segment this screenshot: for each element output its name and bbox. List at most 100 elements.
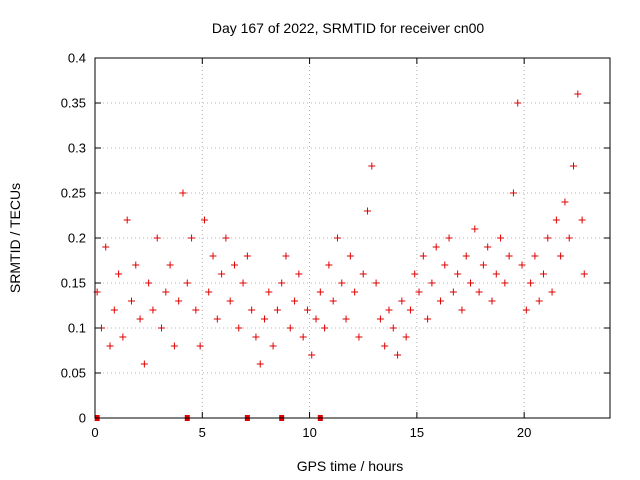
data-point bbox=[106, 342, 114, 350]
data-point bbox=[372, 279, 380, 287]
data-point bbox=[213, 315, 221, 323]
x-tick-label: 0 bbox=[91, 425, 98, 440]
data-point bbox=[149, 306, 157, 314]
data-point bbox=[574, 90, 582, 98]
data-point bbox=[419, 252, 427, 260]
data-point bbox=[235, 324, 243, 332]
data-point bbox=[119, 333, 127, 341]
x-tick-label: 10 bbox=[302, 425, 316, 440]
data-point bbox=[578, 216, 586, 224]
data-point bbox=[570, 162, 578, 170]
data-point bbox=[170, 342, 178, 350]
data-point bbox=[346, 252, 354, 260]
data-point bbox=[441, 261, 449, 269]
data-point bbox=[432, 243, 440, 251]
data-point bbox=[273, 306, 281, 314]
data-point bbox=[527, 279, 535, 287]
data-point bbox=[265, 288, 273, 296]
data-point bbox=[153, 234, 161, 242]
data-point bbox=[565, 234, 573, 242]
data-point bbox=[192, 306, 200, 314]
data-point bbox=[471, 225, 479, 233]
data-point bbox=[123, 216, 131, 224]
data-point bbox=[136, 315, 144, 323]
data-point bbox=[295, 270, 303, 278]
data-point bbox=[145, 279, 153, 287]
data-point bbox=[205, 288, 213, 296]
data-point bbox=[316, 288, 324, 296]
data-point bbox=[342, 315, 350, 323]
data-point bbox=[175, 297, 183, 305]
data-point bbox=[557, 252, 565, 260]
data-point bbox=[196, 342, 204, 350]
data-point bbox=[445, 234, 453, 242]
data-point bbox=[484, 243, 492, 251]
data-point bbox=[518, 261, 526, 269]
data-point bbox=[548, 288, 556, 296]
data-point bbox=[209, 252, 217, 260]
data-point bbox=[394, 351, 402, 359]
data-point bbox=[329, 297, 337, 305]
y-tick-label: 0.35 bbox=[61, 96, 86, 111]
data-point bbox=[492, 270, 500, 278]
chart-title: Day 167 of 2022, SRMTID for receiver cn0… bbox=[212, 20, 485, 36]
data-point bbox=[299, 333, 307, 341]
data-point bbox=[424, 315, 432, 323]
data-point bbox=[132, 261, 140, 269]
y-tick-label: 0.4 bbox=[68, 51, 86, 66]
data-point bbox=[158, 324, 166, 332]
data-point bbox=[458, 306, 466, 314]
data-point bbox=[188, 234, 196, 242]
data-point bbox=[479, 261, 487, 269]
data-point bbox=[115, 270, 123, 278]
data-point bbox=[312, 315, 320, 323]
x-axis-label: GPS time / hours bbox=[297, 458, 404, 474]
data-point bbox=[355, 333, 363, 341]
data-point bbox=[239, 279, 247, 287]
x-tick-label: 20 bbox=[517, 425, 531, 440]
data-point bbox=[406, 306, 414, 314]
y-tick-label: 0.15 bbox=[61, 276, 86, 291]
data-point bbox=[303, 306, 311, 314]
data-point bbox=[110, 306, 118, 314]
axis-ticks: 0 0.05 0.1 0.15 0.2 0.25 0.3 0.35 0.4 0 5 10 15 20 bbox=[61, 51, 610, 440]
data-point bbox=[321, 324, 329, 332]
data-point bbox=[449, 288, 457, 296]
data-point bbox=[505, 252, 513, 260]
y-axis-label: SRMTID / TECUs bbox=[7, 183, 23, 293]
data-point bbox=[252, 333, 260, 341]
data-point bbox=[552, 216, 560, 224]
data-point bbox=[522, 306, 530, 314]
data-point bbox=[351, 288, 359, 296]
grid bbox=[95, 58, 610, 418]
data-point bbox=[381, 342, 389, 350]
data-point bbox=[402, 333, 410, 341]
data-point bbox=[127, 297, 135, 305]
data-point bbox=[415, 288, 423, 296]
data-point bbox=[183, 279, 191, 287]
data-point bbox=[580, 270, 588, 278]
data-point bbox=[411, 270, 419, 278]
data-point bbox=[261, 315, 269, 323]
data-point bbox=[269, 342, 277, 350]
data-point bbox=[535, 297, 543, 305]
data-point bbox=[179, 189, 187, 197]
data-point bbox=[436, 297, 444, 305]
data-point bbox=[398, 297, 406, 305]
data-point bbox=[282, 252, 290, 260]
data-point bbox=[497, 234, 505, 242]
y-tick-label: 0.3 bbox=[68, 141, 86, 156]
data-point bbox=[364, 207, 372, 215]
y-tick-label: 0.05 bbox=[61, 366, 86, 381]
data-point bbox=[454, 270, 462, 278]
data-point bbox=[462, 252, 470, 260]
data-point bbox=[385, 306, 393, 314]
data-point bbox=[222, 234, 230, 242]
data-point bbox=[368, 162, 376, 170]
data-point bbox=[218, 270, 226, 278]
data-point bbox=[243, 252, 251, 260]
data-point bbox=[428, 279, 436, 287]
y-tick-label: 0 bbox=[79, 411, 86, 426]
x-tick-label: 15 bbox=[410, 425, 424, 440]
